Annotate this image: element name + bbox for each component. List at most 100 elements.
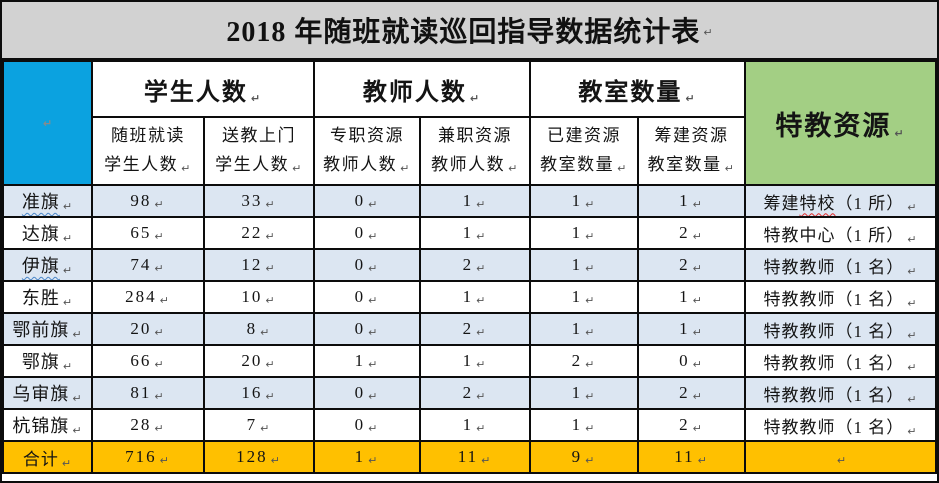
paragraph-mark-icon: ↵	[42, 117, 53, 130]
resource-cell[interactable]: 特教教师（1 名） ↵	[744, 312, 937, 346]
value-text: 2	[462, 319, 474, 338]
value-cell[interactable]: 7 ↵	[203, 408, 315, 442]
subheader-cell-built-classrooms[interactable]: 已建资源 教室数量 ↵	[529, 116, 639, 186]
value-text: 1	[571, 223, 583, 242]
value-cell[interactable]: 66 ↵	[91, 344, 205, 378]
subheader-cell-planned-classrooms[interactable]: 筹建资源 教室数量 ↵	[637, 116, 746, 186]
resource-cell[interactable]: 特教教师（1 名） ↵	[744, 248, 937, 282]
region-cell[interactable]: 东胜 ↵	[2, 280, 93, 314]
value-cell[interactable]: 11 ↵	[419, 440, 531, 474]
value-cell[interactable]: 2 ↵	[529, 344, 639, 378]
value-cell[interactable]: 8 ↵	[203, 312, 315, 346]
subheader-cell-fulltime-teachers[interactable]: 专职资源 教师人数 ↵	[313, 116, 421, 186]
group-header-classrooms[interactable]: 教室数量 ↵	[529, 60, 746, 118]
paragraph-mark-icon: ↵	[72, 392, 83, 405]
region-cell[interactable]: 达旗 ↵	[2, 216, 93, 250]
total-label-cell[interactable]: 合计 ↵	[2, 440, 93, 474]
value-cell[interactable]: 1 ↵	[313, 344, 421, 378]
region-cell[interactable]: 准旗 ↵	[2, 184, 93, 218]
value-cell[interactable]: 1 ↵	[419, 184, 531, 218]
value-cell[interactable]: 1 ↵	[529, 216, 639, 250]
region-label: 准旗	[21, 192, 60, 212]
value-cell[interactable]: 1 ↵	[637, 280, 746, 314]
paragraph-mark-icon: ↵	[907, 296, 918, 310]
value-cell[interactable]: 12 ↵	[203, 248, 315, 282]
value-cell[interactable]: 2 ↵	[637, 408, 746, 442]
value-cell[interactable]: 1 ↵	[313, 440, 421, 474]
value-cell[interactable]: 16 ↵	[203, 376, 315, 410]
value-cell[interactable]: 2 ↵	[637, 248, 746, 282]
value-cell[interactable]: 2 ↵	[637, 376, 746, 410]
value-cell[interactable]: 65 ↵	[91, 216, 205, 250]
value-cell[interactable]: 1 ↵	[637, 184, 746, 218]
value-cell[interactable]: 716 ↵	[91, 440, 205, 474]
corner-cell[interactable]: ↵	[2, 60, 93, 186]
value-cell[interactable]: 11 ↵	[637, 440, 746, 474]
value-cell[interactable]: 0 ↵	[313, 376, 421, 410]
value-cell[interactable]: 1 ↵	[529, 248, 639, 282]
value-cell[interactable]: 20 ↵	[91, 312, 205, 346]
subheader-cell-parttime-teachers[interactable]: 兼职资源 教师人数 ↵	[419, 116, 531, 186]
value-cell[interactable]: 74 ↵	[91, 248, 205, 282]
value-cell[interactable]: 20 ↵	[203, 344, 315, 378]
region-cell[interactable]: 鄂旗 ↵	[2, 344, 93, 378]
value-cell[interactable]: 0 ↵	[313, 408, 421, 442]
paragraph-mark-icon: ↵	[692, 230, 704, 243]
value-text: 2	[462, 383, 474, 402]
value-cell[interactable]: 10 ↵	[203, 280, 315, 314]
value-cell[interactable]: 28 ↵	[91, 408, 205, 442]
group-header-label: 教师人数	[362, 78, 467, 106]
value-cell[interactable]: 0 ↵	[313, 184, 421, 218]
value-cell[interactable]: 1 ↵	[529, 312, 639, 346]
value-cell[interactable]: 0 ↵	[313, 248, 421, 282]
value-cell[interactable]: 2 ↵	[637, 216, 746, 250]
resource-cell[interactable]: 特教教师（1 名） ↵	[744, 408, 937, 442]
value-text: 20	[241, 351, 263, 370]
value-cell[interactable]: 1 ↵	[529, 280, 639, 314]
value-cell[interactable]: 1 ↵	[529, 376, 639, 410]
resource-cell[interactable]: 筹建特校（1 所） ↵	[744, 184, 937, 218]
value-cell[interactable]: 1 ↵	[419, 344, 531, 378]
value-cell[interactable]: 284 ↵	[91, 280, 205, 314]
value-cell[interactable]: 1 ↵	[419, 408, 531, 442]
paragraph-mark-icon: ↵	[265, 230, 277, 243]
resource-cell[interactable]: 特教教师（1 名） ↵	[744, 376, 937, 410]
subheader-cell-homebound-students[interactable]: 送教上门 学生人数 ↵	[203, 116, 315, 186]
paragraph-mark-icon: ↵	[368, 230, 380, 243]
subheader-cell-mainstream-students[interactable]: 随班就读 学生人数 ↵	[91, 116, 205, 186]
value-cell[interactable]: 33 ↵	[203, 184, 315, 218]
value-cell[interactable]: 2 ↵	[419, 376, 531, 410]
value-cell[interactable]: 1 ↵	[419, 216, 531, 250]
title-bar[interactable]: 2018 年随班就读巡回指导数据统计表 ↵	[2, 2, 937, 60]
value-cell[interactable]: 0 ↵	[313, 216, 421, 250]
resource-cell[interactable]: ↵	[744, 440, 937, 474]
resource-text: （1 所）	[835, 193, 905, 213]
resource-text: 特校	[799, 193, 836, 213]
value-cell[interactable]: 2 ↵	[419, 312, 531, 346]
value-cell[interactable]: 0 ↵	[637, 344, 746, 378]
resource-cell[interactable]: 特教中心（1 所） ↵	[744, 216, 937, 250]
value-cell[interactable]: 0 ↵	[313, 312, 421, 346]
group-header-students[interactable]: 学生人数 ↵	[91, 60, 315, 118]
value-cell[interactable]: 0 ↵	[313, 280, 421, 314]
resource-cell[interactable]: 特教教师（1 名） ↵	[744, 280, 937, 314]
value-cell[interactable]: 128 ↵	[203, 440, 315, 474]
value-cell[interactable]: 9 ↵	[529, 440, 639, 474]
group-header-special-resources[interactable]: 特教资源 ↵	[744, 60, 937, 186]
resource-cell[interactable]: 特教教师（1 名） ↵	[744, 344, 937, 378]
value-cell[interactable]: 98 ↵	[91, 184, 205, 218]
region-cell[interactable]: 乌审旗 ↵	[2, 376, 93, 410]
region-cell[interactable]: 杭锦旗 ↵	[2, 408, 93, 442]
value-cell[interactable]: 81 ↵	[91, 376, 205, 410]
group-header-teachers[interactable]: 教师人数 ↵	[313, 60, 531, 118]
value-cell[interactable]: 1 ↵	[529, 184, 639, 218]
region-cell[interactable]: 鄂前旗 ↵	[2, 312, 93, 346]
value-cell[interactable]: 1 ↵	[529, 408, 639, 442]
value-cell[interactable]: 2 ↵	[419, 248, 531, 282]
subheader-line2-text: 教室数量	[540, 155, 615, 174]
value-cell[interactable]: 1 ↵	[419, 280, 531, 314]
region-cell[interactable]: 伊旗 ↵	[2, 248, 93, 282]
value-cell[interactable]: 22 ↵	[203, 216, 315, 250]
resource-text: 特教教师（1 名）	[763, 257, 905, 277]
value-cell[interactable]: 1 ↵	[637, 312, 746, 346]
